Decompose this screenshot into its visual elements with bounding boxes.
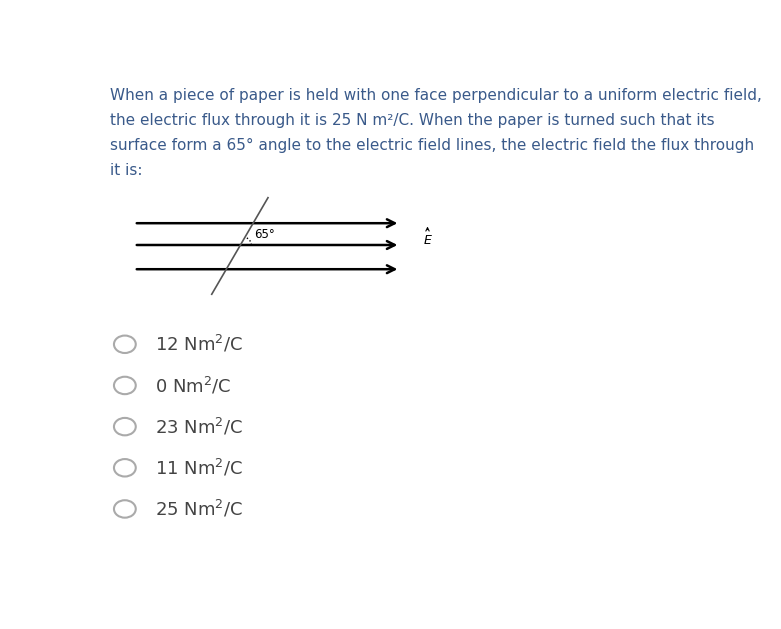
Text: 0 Nm$^2$/C: 0 Nm$^2$/C [155, 375, 232, 396]
Text: 25 Nm$^2$/C: 25 Nm$^2$/C [155, 498, 243, 520]
Text: 23 Nm$^2$/C: 23 Nm$^2$/C [155, 416, 243, 437]
Text: the electric flux through it is 25 N m²/C. When the paper is turned such that it: the electric flux through it is 25 N m²/… [109, 113, 715, 128]
Text: surface form a 65° angle to the electric field lines, the electric field the flu: surface form a 65° angle to the electric… [109, 138, 754, 153]
Text: 65°: 65° [255, 228, 275, 241]
Text: $E$: $E$ [423, 234, 433, 247]
Text: it is:: it is: [109, 163, 142, 178]
Text: When a piece of paper is held with one face perpendicular to a uniform electric : When a piece of paper is held with one f… [109, 87, 761, 103]
Text: 11 Nm$^2$/C: 11 Nm$^2$/C [155, 457, 243, 478]
Text: 12 Nm$^2$/C: 12 Nm$^2$/C [155, 334, 243, 355]
